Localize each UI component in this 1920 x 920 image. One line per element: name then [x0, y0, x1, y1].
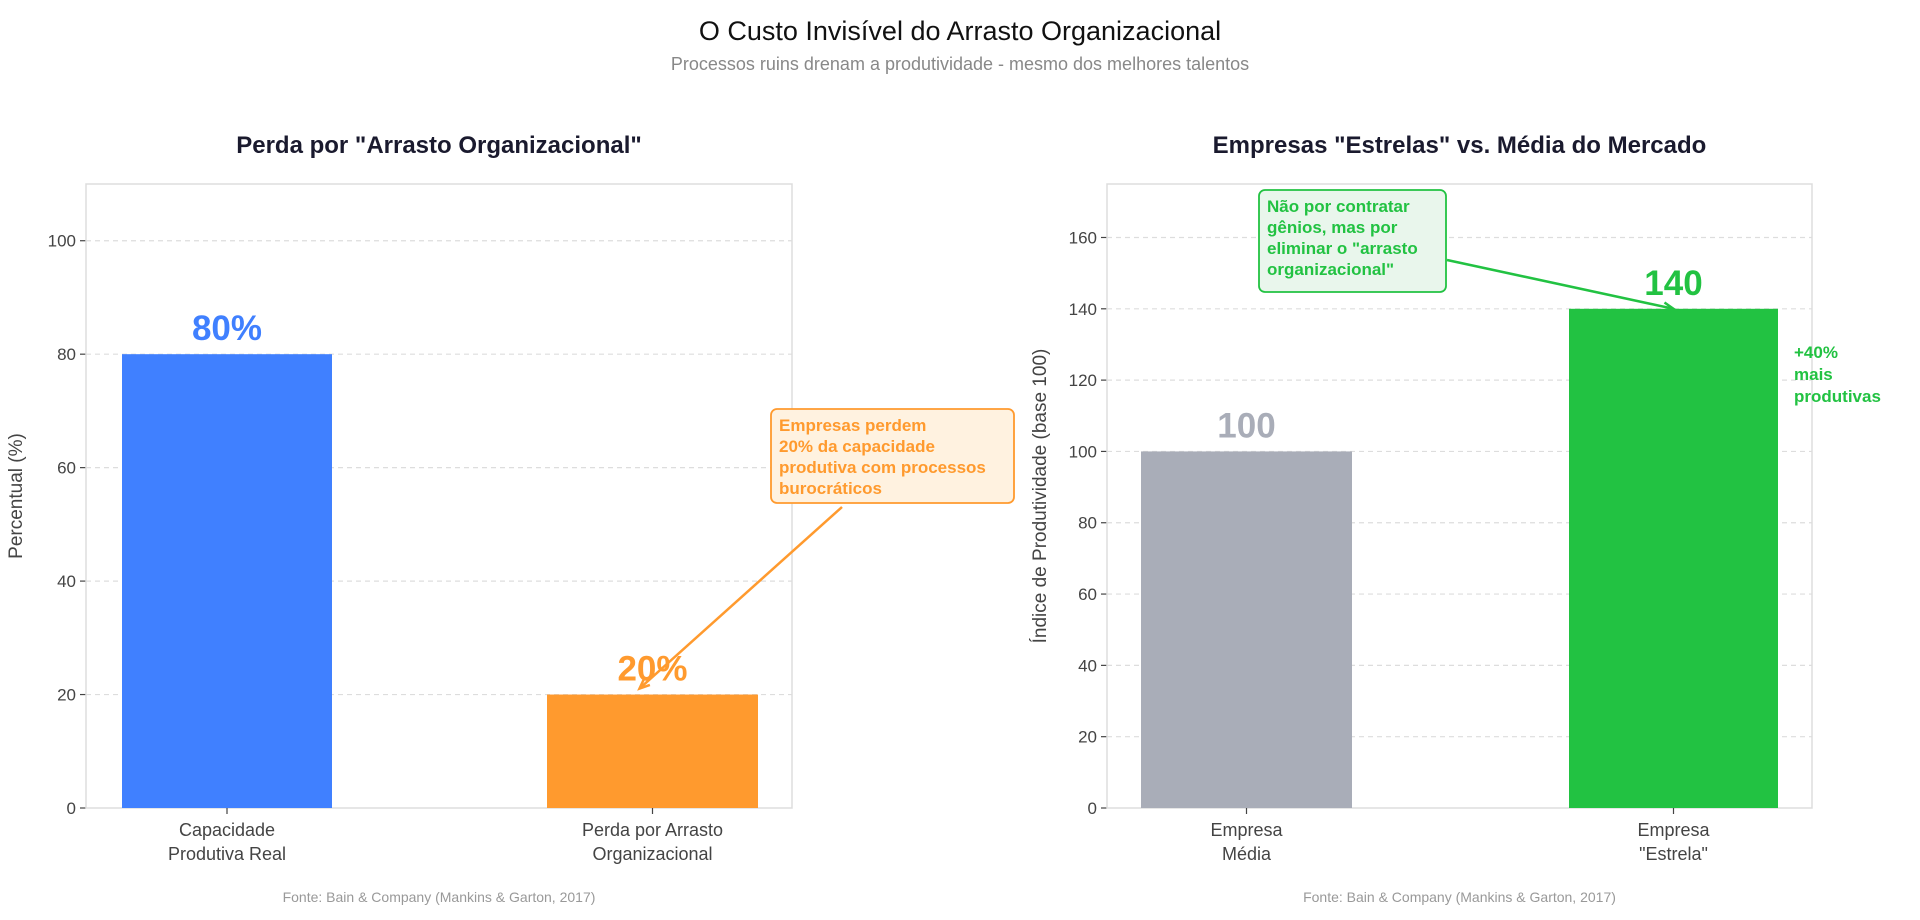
x-tick-label: Empresa — [1210, 820, 1283, 840]
bar-value-label: 140 — [1644, 264, 1702, 303]
x-tick-label: Média — [1222, 844, 1272, 864]
y-axis-label: Índice de Produtividade (base 100) — [1030, 349, 1051, 644]
y-tick-label: 20 — [57, 686, 76, 705]
bar — [547, 694, 758, 808]
x-tick-label: Capacidade — [179, 820, 275, 840]
annotation-text: gênios, mas por — [1267, 218, 1398, 237]
x-tick-label: "Estrela" — [1639, 844, 1708, 864]
annotation-arrow — [1446, 258, 1674, 311]
y-tick-label: 20 — [1078, 728, 1097, 747]
annotation-text: produtiva com processos — [779, 458, 986, 477]
y-tick-label: 60 — [1078, 585, 1097, 604]
source-note: Fonte: Bain & Company (Mankins & Garton,… — [1303, 889, 1616, 905]
bar — [1569, 308, 1778, 808]
y-tick-label: 0 — [67, 799, 76, 818]
bar-value-label: 80% — [192, 309, 262, 348]
bar — [122, 354, 332, 808]
y-tick-label: 80 — [1078, 514, 1097, 533]
plot-frame — [1106, 183, 1813, 809]
x-tick-label: Organizacional — [592, 844, 712, 864]
figure-subtitle: Processos ruins drenam a produtividade -… — [671, 54, 1249, 74]
annotation-arrow — [638, 506, 843, 690]
y-axis-label: Percentual (%) — [6, 433, 27, 559]
panel-2: Empresas "Estrelas" vs. Média do Mercado… — [1030, 132, 1881, 905]
annotation-text: Não por contratar — [1267, 197, 1410, 216]
annotation-text: 20% da capacidade — [779, 437, 935, 456]
annotation-text: eliminar o "arrasto — [1267, 239, 1418, 258]
source-note: Fonte: Bain & Company (Mankins & Garton,… — [283, 889, 596, 905]
annotation-text: burocráticos — [779, 479, 882, 498]
y-tick-label: 160 — [1069, 228, 1097, 247]
bar — [1141, 451, 1352, 808]
y-tick-label: 100 — [1069, 442, 1097, 461]
panel-title: Empresas "Estrelas" vs. Média do Mercado — [1213, 132, 1707, 159]
panel-title: Perda por "Arrasto Organizacional" — [236, 132, 642, 159]
x-tick-label: Empresa — [1637, 820, 1710, 840]
y-tick-label: 80 — [57, 345, 76, 364]
annotation-box — [1258, 189, 1447, 293]
side-note: +40% — [1794, 343, 1838, 362]
y-tick-label: 40 — [1078, 656, 1097, 675]
arrow-head-icon — [1662, 301, 1677, 313]
annotation-text: organizacional" — [1267, 260, 1394, 279]
x-tick-label: Perda por Arrasto — [582, 820, 723, 840]
side-note: produtivas — [1794, 387, 1881, 406]
y-tick-label: 0 — [1088, 799, 1097, 818]
figure-title: O Custo Invisível do Arrasto Organizacio… — [699, 16, 1221, 46]
annotation-text: Empresas perdem — [779, 416, 926, 435]
panel-1: Perda por "Arrasto Organizacional" 0 20 40 6… — [6, 132, 1015, 905]
side-note: mais — [1794, 365, 1833, 384]
annotation-box — [770, 408, 1015, 504]
y-tick-label: 60 — [57, 459, 76, 478]
y-tick-label: 120 — [1069, 371, 1097, 390]
arrow-head-icon — [637, 678, 651, 691]
y-tick-label: 40 — [57, 572, 76, 591]
bar-value-label: 100 — [1217, 406, 1275, 445]
x-tick-label: Produtiva Real — [168, 844, 286, 864]
y-tick-label: 100 — [48, 232, 76, 251]
y-tick-label: 140 — [1069, 300, 1097, 319]
